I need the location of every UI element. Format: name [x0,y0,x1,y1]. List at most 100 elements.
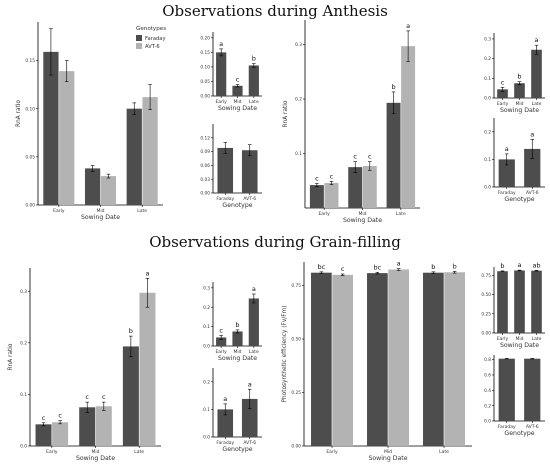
g1-bar [95,406,112,446]
a4-significance-letter: c [330,172,334,180]
a2-x-tick-label: Early [215,99,227,105]
a1-bar [43,51,59,205]
a5-y-tick-label: 0.3 [484,37,491,43]
a2-significance-letter: b [252,55,256,63]
g1-significance-letter: c [102,393,106,401]
g2-x-axis-title: Sowing Date [218,355,257,362]
a5-bar [514,83,525,98]
a5-bar [497,89,508,98]
anthesis-title: Observations during Anthesis [162,2,388,20]
g4-y-axis-title: Photosynthetic efficiency (Fv/Fm) [282,306,288,403]
g3-x-axis-title: Genotype [222,446,252,453]
g1-bar [122,346,139,446]
a1-x-tick-label: Early [53,208,65,214]
g2-significance-letter: b [235,321,239,329]
a6-y-tick-label: 0.1 [484,157,491,163]
a4-bar [386,102,401,208]
g4-y-tick-label: 0.50 [291,337,301,343]
g1-bar [35,424,52,446]
a5-significance-letter: b [517,73,521,81]
legend-swatch [136,35,142,41]
a5-y-tick-label: 0.1 [484,76,491,82]
a3-y-tick-label: 0.09 [200,149,210,155]
g1-bar [52,422,69,446]
g4-bar [332,274,353,446]
g6-y-tick-label: 0.0 [484,419,491,425]
g5-y-tick-label: 0.25 [481,311,491,317]
g3-x-tick-label: AVT-6 [243,440,256,446]
g5-significance-letter: a [518,261,522,269]
g4-bar [444,272,465,446]
a2-y-tick-label: 0.20 [200,35,210,41]
g2-x-tick-label: Early [215,349,227,355]
g2-y-tick-label: 0.1 [203,324,210,330]
a4-bar [362,166,377,208]
g5-bar [514,270,525,333]
a5-x-tick-label: Mid [516,101,524,107]
g1-bar [79,407,96,446]
g5-x-axis-title: Sowing Date [500,342,539,349]
a6-bar [524,148,541,187]
g2-bar [248,298,259,346]
a5-significance-letter: a [535,36,539,44]
a2-bar [216,52,227,96]
g5-bar [497,271,508,333]
legend-label: Faraday [145,36,166,42]
a2-y-tick-label: 0.15 [200,50,210,56]
a1-y-tick-label: 0.10 [25,106,35,112]
g6-bar [498,358,515,421]
a4-x-tick-label: Early [318,211,330,217]
a3-bar [217,147,234,193]
g4-significance-letter: bc [374,263,382,271]
a1-y-tick-label: 0.05 [25,154,35,160]
g6-y-tick-label: 0.6 [484,373,491,379]
g1-y-axis-title: RnA ratio [8,343,14,370]
a1-bar [100,176,117,205]
a2-bar [232,85,243,96]
a1-bar [84,168,101,205]
g1-y-tick-label: 0.1 [20,392,27,398]
a3-x-axis-title: Genotype [222,202,252,209]
a1-y-tick-label: 0.00 [25,203,35,209]
g4-y-tick-label: 0.25 [291,390,301,396]
g5-x-tick-label: Early [497,336,509,342]
a3-x-tick-label: AVT-6 [243,196,256,202]
a1-x-axis-title: Sowing Date [81,214,120,221]
g1-significance-letter: c [58,412,62,420]
a3-bar [241,150,258,193]
g4-bar [311,272,332,446]
a4-y-tick-label: 0.2 [295,97,302,103]
g5-x-tick-label: Mid [516,336,524,342]
g5-significance-letter: b [500,262,504,270]
g2-y-tick-label: 0.2 [203,305,210,311]
g2-significance-letter: c [219,327,223,335]
a1-bar [126,108,142,205]
g4-bar [367,273,388,446]
a4-y-tick-label: 0.1 [295,151,302,157]
g4-y-tick-label: 0.00 [291,444,301,450]
g4-significance-letter: a [397,260,401,268]
a4-significance-letter: c [368,153,372,161]
a6-significance-letter: a [530,130,534,138]
a5-x-tick-label: Early [497,101,509,107]
g6-y-tick-label: 0.4 [484,388,491,394]
a6-significance-letter: a [505,145,509,153]
a6-bar [498,159,515,187]
g4-bar [388,269,409,446]
a4-significance-letter: c [315,174,319,182]
a2-x-axis-title: Sowing Date [218,105,257,112]
g5-y-tick-label: 0.00 [481,331,491,337]
g4-significance-letter: b [453,262,457,270]
a4-y-tick-label: 0.3 [295,42,302,48]
a2-significance-letter: c [236,76,240,84]
g6-x-tick-label: AVT-6 [526,424,539,430]
g5-x-tick-label: Late [532,336,542,342]
a2-y-tick-label: 0.05 [200,79,210,85]
a4-bar [401,46,416,208]
g3-significance-letter: a [223,395,227,403]
g2-bar [232,331,243,346]
g4-bar [423,272,444,446]
g5-y-tick-label: 0.50 [481,292,491,298]
a4-significance-letter: c [353,153,357,161]
a6-x-tick-label: AVT-6 [526,190,539,196]
